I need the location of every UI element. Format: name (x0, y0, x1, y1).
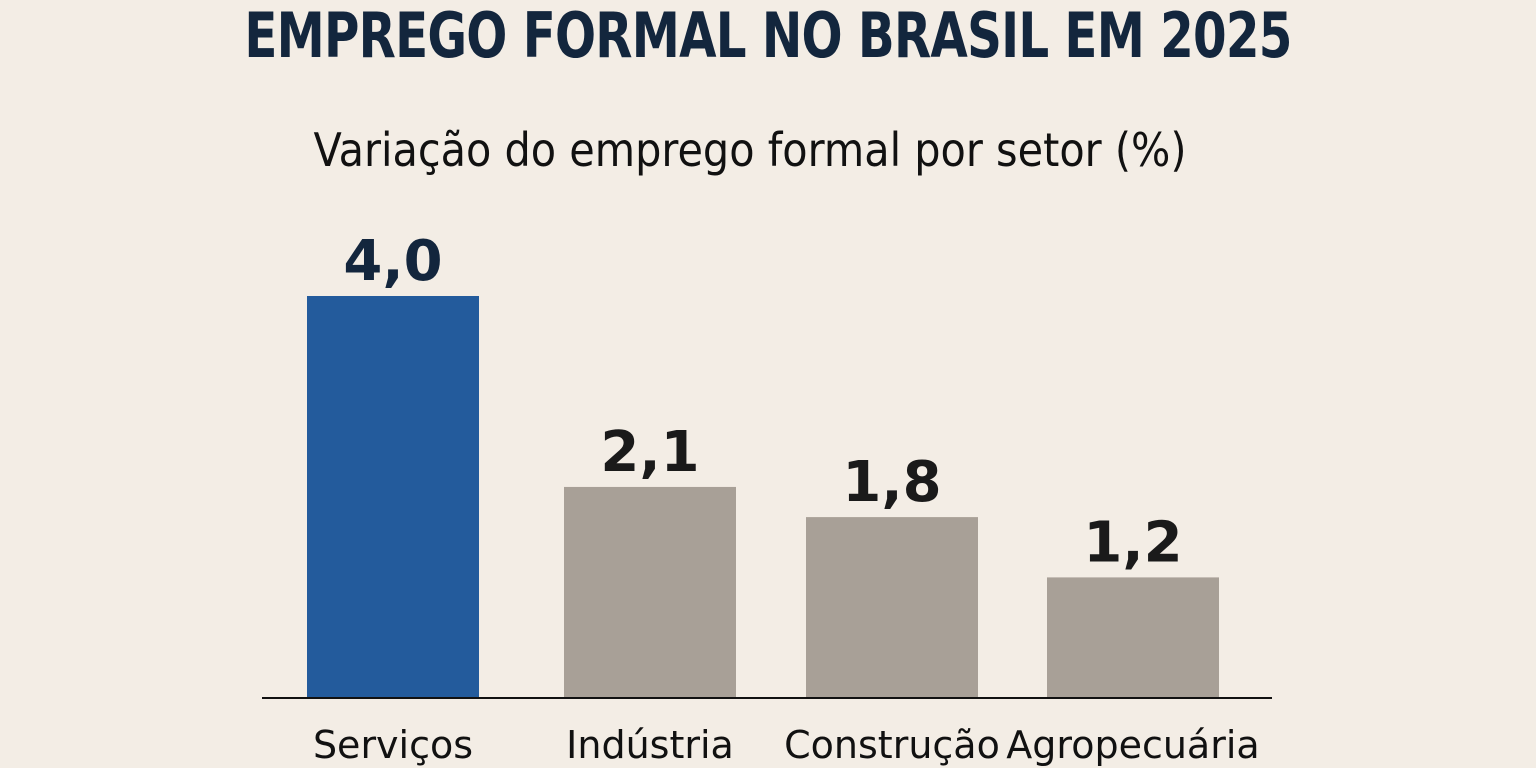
bar-indústria (564, 486, 736, 698)
chart-title: EMPREGO FORMAL NO BRASIL EM 2025 (244, 0, 1292, 72)
data-label: 2,1 (600, 420, 699, 485)
category-label: Construção (784, 723, 1000, 767)
category-label: Serviços (313, 723, 473, 767)
data-label: 1,2 (1083, 510, 1182, 575)
category-label: Indústria (566, 723, 734, 767)
category-label: Agropecuária (1006, 723, 1259, 767)
data-label: 4,0 (343, 229, 442, 294)
bar-construção (806, 517, 978, 698)
bar-agropecuária (1047, 577, 1219, 698)
bar-serviços (307, 296, 479, 698)
chart-subtitle: Variação do emprego formal por setor (%) (313, 123, 1187, 177)
data-label: 1,8 (842, 450, 941, 515)
